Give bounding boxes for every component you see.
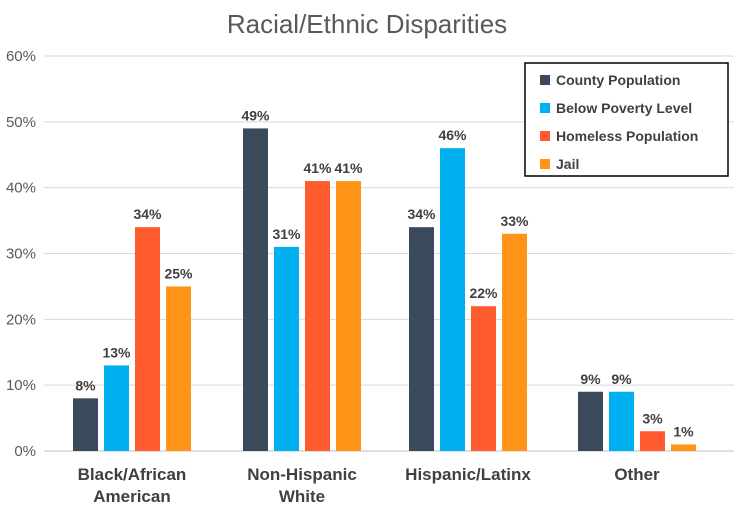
y-tick-label: 40%: [6, 180, 36, 197]
x-category-label: Non-Hispanic: [247, 465, 357, 484]
legend-label-homeless-population: Homeless Population: [556, 128, 698, 144]
bar-county-population-non-hispanic-white: [243, 128, 268, 451]
data-label: 34%: [133, 206, 162, 222]
bar-jail-non-hispanic-white: [336, 181, 361, 452]
legend-swatch-homeless-population: [540, 131, 550, 141]
y-tick-label: 30%: [6, 246, 36, 263]
data-label: 41%: [303, 160, 332, 176]
data-label: 41%: [334, 160, 363, 176]
bar-county-population-hispanic-latinx: [409, 227, 434, 451]
y-tick-label: 10%: [6, 377, 36, 394]
data-labels: 8% 49% 34% 9% 13% 31% 46% 9% 34% 41% 22% 3% 25% 41% 33…: [75, 107, 694, 439]
x-category-label: Other: [614, 465, 660, 484]
legend-box: [524, 62, 729, 177]
bar-below-poverty-level-black-african-american: [104, 365, 129, 451]
legend-label-jail: Jail: [556, 156, 579, 172]
data-label: 3%: [642, 410, 663, 426]
legend-swatch-below-poverty-level: [540, 103, 550, 113]
x-category-label: American: [93, 487, 170, 506]
bar-homeless-population-black-african-american: [135, 227, 160, 451]
x-category-label: Black/African: [78, 465, 187, 484]
legend-label-county-population: County Population: [556, 72, 680, 88]
y-axis: 0% 10% 20% 30% 40% 50% 60%: [6, 48, 36, 460]
data-label: 34%: [407, 206, 436, 222]
legend-label-below-poverty-level: Below Poverty Level: [556, 100, 692, 116]
data-label: 13%: [102, 344, 131, 360]
legend-swatch-jail: [540, 159, 550, 169]
bar-jail-hispanic-latinx: [502, 233, 527, 451]
x-category-label: White: [279, 487, 325, 506]
data-label: 33%: [500, 213, 529, 229]
bar-below-poverty-level-hispanic-latinx: [440, 148, 465, 451]
bar-county-population-other: [578, 391, 603, 451]
bar-jail-other: [671, 444, 696, 451]
y-tick-label: 0%: [14, 443, 36, 460]
bar-homeless-population-hispanic-latinx: [471, 306, 496, 451]
data-label: 8%: [75, 377, 96, 393]
legend: County Population Below Poverty Level Home…: [524, 62, 729, 177]
y-tick-label: 60%: [6, 48, 36, 65]
bar-county-population-black-african-american: [73, 398, 98, 451]
bar-below-poverty-level-other: [609, 391, 634, 451]
legend-swatch-county-population: [540, 75, 550, 85]
data-label: 9%: [611, 371, 632, 387]
data-label: 25%: [164, 265, 193, 281]
bars: [73, 128, 696, 452]
data-label: 46%: [438, 127, 467, 143]
data-label: 22%: [469, 285, 498, 301]
bar-homeless-population-non-hispanic-white: [305, 181, 330, 452]
bar-below-poverty-level-non-hispanic-white: [274, 246, 299, 451]
chart-title: Racial/Ethnic Disparities: [227, 9, 507, 39]
data-label: 49%: [241, 107, 270, 123]
data-label: 9%: [580, 371, 601, 387]
bar-jail-black-african-american: [166, 286, 191, 451]
data-label: 1%: [673, 423, 694, 439]
x-category-label: Hispanic/Latinx: [405, 465, 531, 484]
y-tick-label: 50%: [6, 114, 36, 131]
bar-homeless-population-other: [640, 431, 665, 451]
x-axis: Black/African American Non-Hispanic White Hi…: [78, 465, 660, 506]
data-label: 31%: [272, 226, 301, 242]
y-tick-label: 20%: [6, 311, 36, 328]
